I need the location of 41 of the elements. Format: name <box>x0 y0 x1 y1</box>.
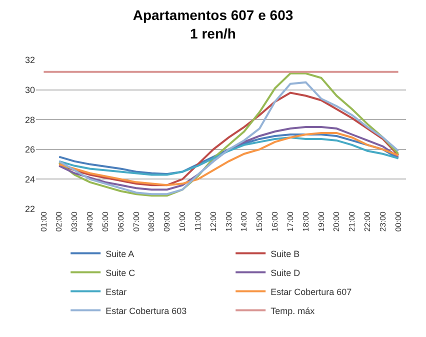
x-tick-label: 14:00 <box>240 211 249 232</box>
x-tick-label: 23:00 <box>378 211 388 232</box>
legend-label: Estar <box>106 286 127 297</box>
x-tick-label: 17:00 <box>286 211 295 232</box>
legend-label: Suite C <box>106 268 136 278</box>
x-tick-label: 21:00 <box>348 211 357 232</box>
x-tick-label: 20:00 <box>332 211 342 232</box>
x-tick-label: 22:00 <box>363 211 372 232</box>
x-tick-label: 00:00 <box>394 211 403 232</box>
x-tick-label: 01:00 <box>39 211 48 232</box>
x-tick-label: 13:00 <box>224 211 234 232</box>
legend-label: Temp. máx <box>270 306 316 316</box>
x-tick-label: 16:00 <box>270 211 280 232</box>
x-tick-label: 09:00 <box>162 211 172 232</box>
line-series <box>58 126 400 191</box>
legend-label: Suite B <box>270 248 300 259</box>
legend-label: Suite A <box>106 248 134 259</box>
x-tick-label: 04:00 <box>86 211 95 232</box>
legend-label: Estar Cobertura 603 <box>106 306 187 316</box>
y-tick-label: 32 <box>24 55 35 66</box>
x-tick-label: 07:00 <box>132 211 141 232</box>
line-series <box>58 132 400 186</box>
x-tick-label: 06:00 <box>116 211 126 232</box>
y-tick-label: 28 <box>24 114 35 125</box>
x-tick-label: 10:00 <box>178 211 188 232</box>
legend-label: Suite D <box>270 268 301 278</box>
x-tick-label: 18:00 <box>301 211 310 232</box>
x-tick-label: 02:00 <box>54 211 64 232</box>
y-tick-label: 26 <box>24 144 35 155</box>
y-tick-label: 30 <box>24 84 35 95</box>
y-tick-label: 24 <box>24 174 35 184</box>
x-tick-label: 12:00 <box>208 211 218 232</box>
x-tick-label: 08:00 <box>147 211 156 232</box>
x-tick-label: 05:00 <box>100 211 110 232</box>
x-tick-label: 03:00 <box>70 211 80 232</box>
legend-label: Estar Cobertura 607 <box>270 286 352 297</box>
x-tick-label: 15:00 <box>255 211 264 232</box>
y-tick-label: 22 <box>24 204 35 214</box>
chart-title: Apartamentos 607 e 603 1 ren/h <box>132 7 294 42</box>
x-tick-label: 19:00 <box>316 211 326 232</box>
x-tick-label: 11:00 <box>193 211 202 232</box>
